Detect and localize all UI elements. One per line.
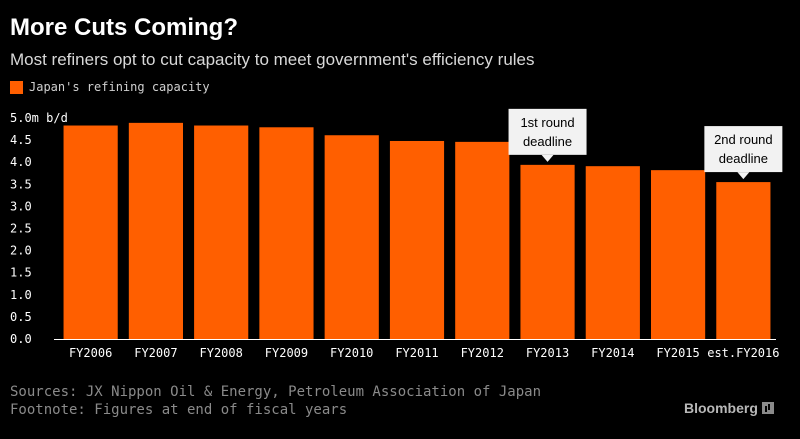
bar bbox=[455, 141, 510, 339]
bar bbox=[389, 140, 445, 339]
legend: Japan's refining capacity bbox=[10, 80, 210, 94]
x-tick-label: FY2009 bbox=[265, 346, 308, 360]
source-note: Sources: JX Nippon Oil & Energy, Petrole… bbox=[10, 384, 542, 400]
legend-swatch bbox=[10, 80, 23, 94]
annotation-box bbox=[508, 108, 587, 155]
y-tick-label: 5.0m b/d bbox=[10, 111, 68, 125]
bar bbox=[194, 125, 249, 339]
chart-subtitle: Most refiners opt to cut capacity to mee… bbox=[10, 50, 535, 69]
bloomberg-mark-icon bbox=[761, 402, 774, 414]
bar bbox=[63, 125, 118, 339]
bar bbox=[259, 127, 314, 339]
y-tick-label: 3.5 bbox=[10, 177, 32, 191]
y-tick-label: 0.5 bbox=[10, 310, 32, 324]
y-tick-label: 4.5 bbox=[10, 133, 32, 147]
annotation-pointer bbox=[541, 154, 554, 162]
x-tick-label: est.FY2016 bbox=[707, 346, 779, 360]
x-tick-label: FY2011 bbox=[395, 346, 438, 360]
bar bbox=[585, 166, 640, 339]
bar bbox=[128, 122, 183, 339]
annotation-text: 1st round bbox=[520, 115, 574, 130]
x-tick-label: FY2015 bbox=[656, 346, 699, 360]
footnote: Footnote: Figures at end of fiscal years bbox=[10, 402, 348, 418]
annotation-text: deadline bbox=[523, 134, 572, 149]
annotation-text: 2nd round bbox=[714, 132, 773, 147]
legend-label: Japan's refining capacity bbox=[29, 80, 210, 94]
bar bbox=[520, 164, 575, 339]
brand-name: Bloomberg bbox=[684, 400, 758, 416]
y-tick-label: 4.0 bbox=[10, 155, 32, 169]
bloomberg-logo: Bloomberg bbox=[684, 400, 774, 416]
annotation-box bbox=[704, 126, 783, 173]
x-tick-label: FY2007 bbox=[134, 346, 177, 360]
bar bbox=[324, 135, 379, 339]
bar bbox=[651, 170, 706, 339]
annotation-text: deadline bbox=[719, 151, 768, 166]
y-tick-label: 3.0 bbox=[10, 199, 32, 213]
bar bbox=[716, 182, 771, 339]
x-tick-label: FY2010 bbox=[330, 346, 373, 360]
y-tick-label: 1.5 bbox=[10, 266, 32, 280]
x-tick-label: FY2012 bbox=[461, 346, 504, 360]
y-tick-label: 0.0 bbox=[10, 332, 32, 346]
x-tick-label: FY2013 bbox=[526, 346, 569, 360]
annotation-pointer bbox=[737, 172, 750, 180]
y-tick-label: 2.5 bbox=[10, 222, 32, 236]
chart-title: More Cuts Coming? bbox=[10, 14, 238, 41]
y-tick-label: 2.0 bbox=[10, 244, 32, 258]
x-tick-label: FY2008 bbox=[200, 346, 243, 360]
y-tick-label: 1.0 bbox=[10, 288, 32, 302]
x-tick-label: FY2014 bbox=[591, 346, 634, 360]
x-tick-label: FY2006 bbox=[69, 346, 112, 360]
